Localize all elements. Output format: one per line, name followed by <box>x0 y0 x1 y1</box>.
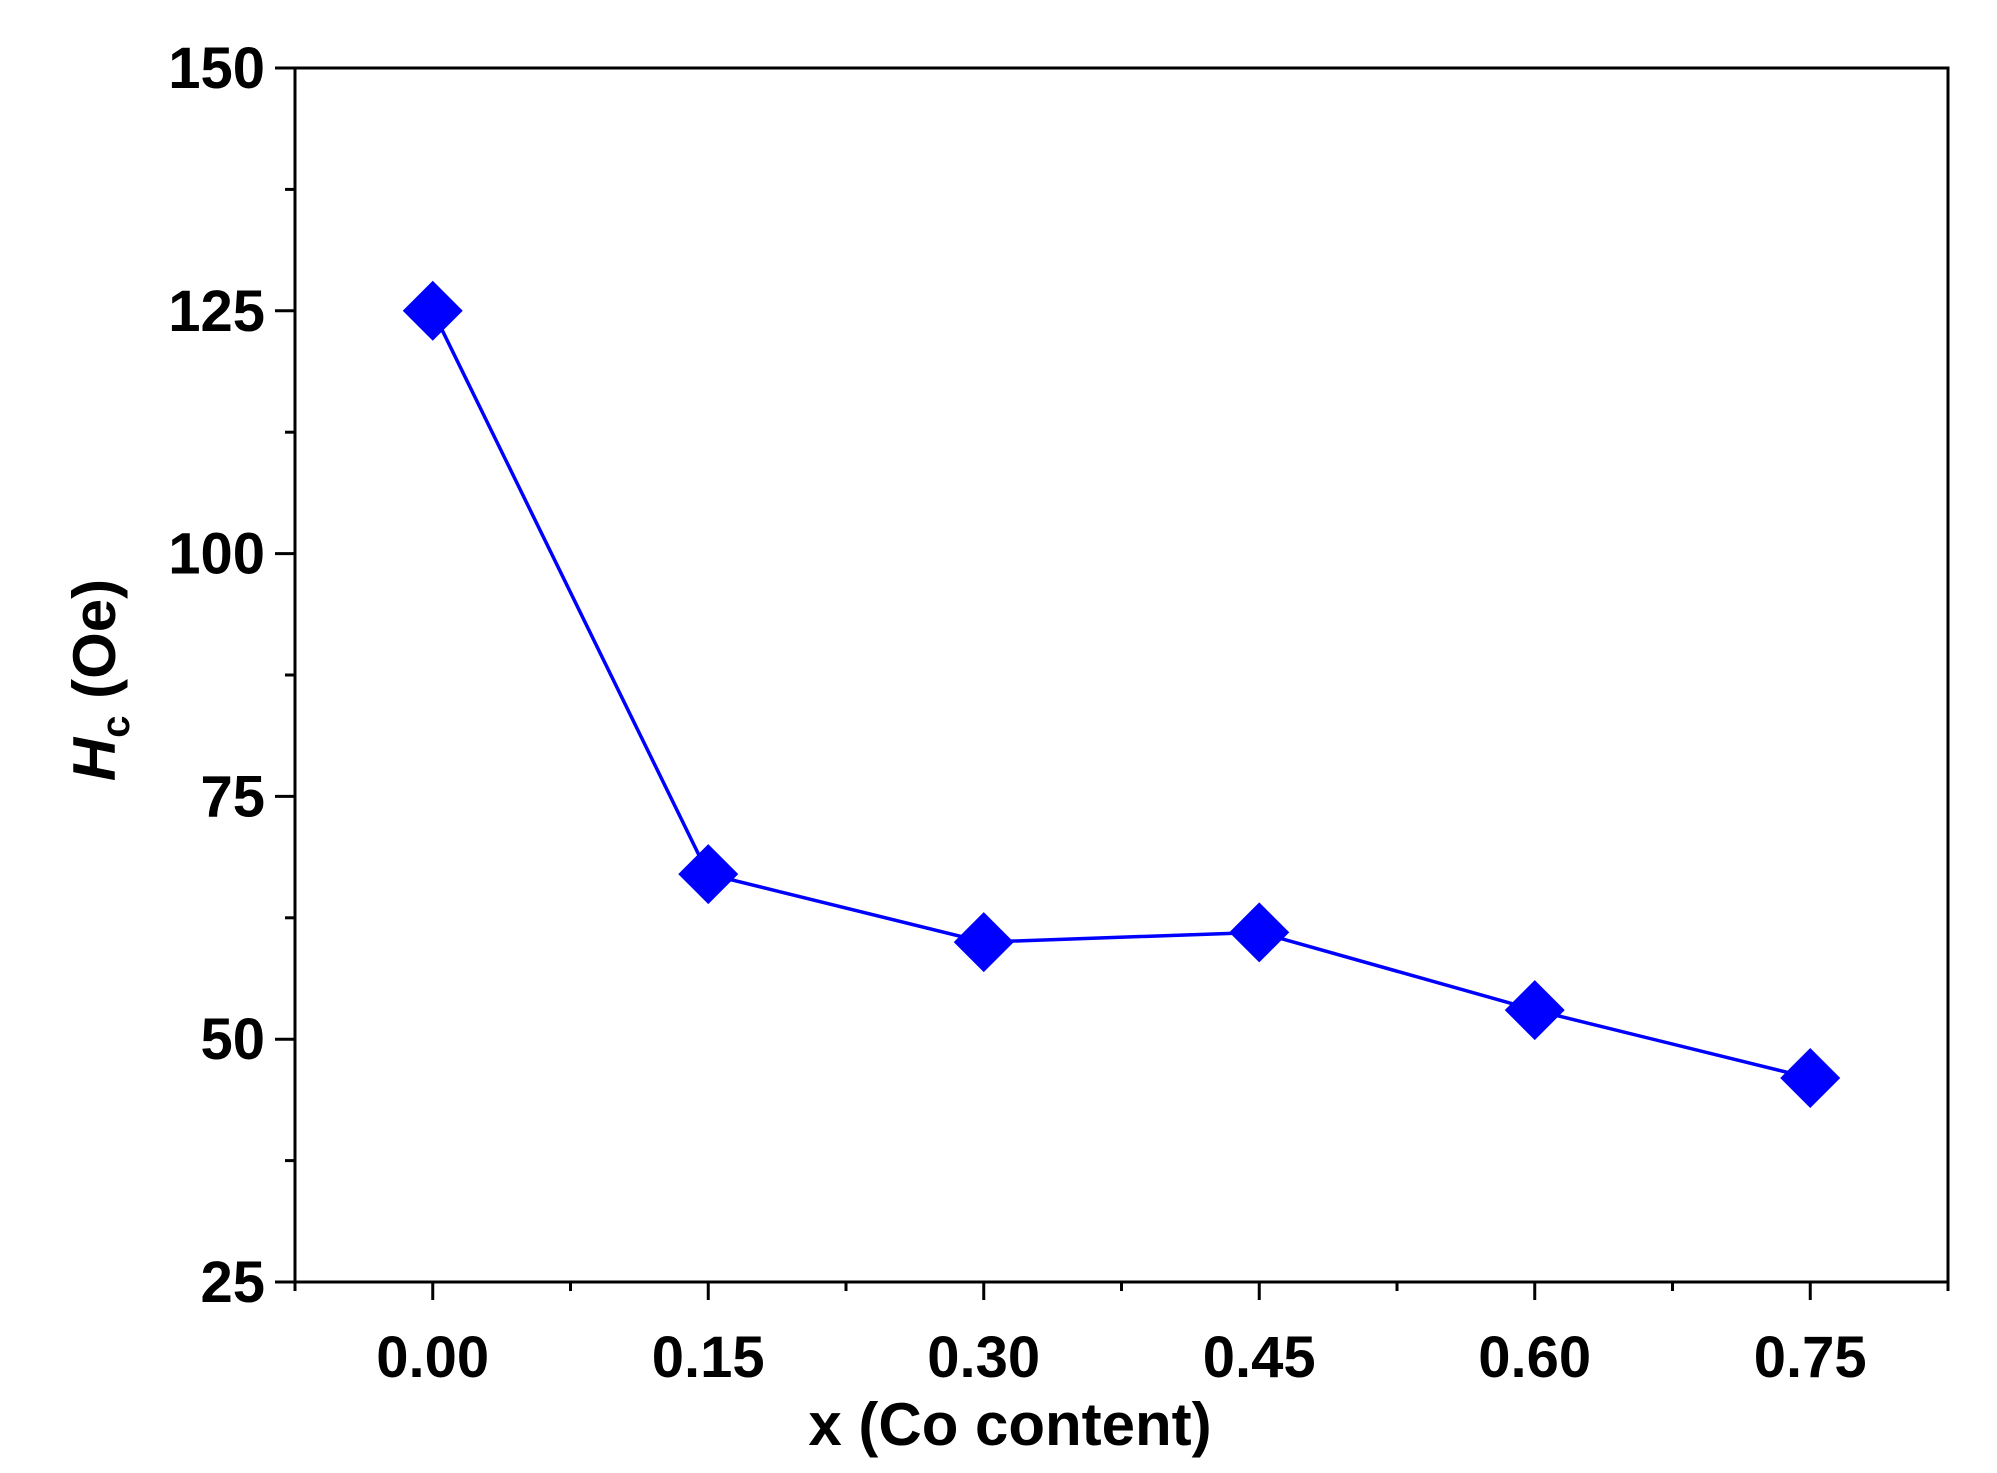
x-tick-label: 0.00 <box>376 1325 489 1390</box>
plot-frame <box>293 66 1950 1284</box>
data-point-marker <box>953 912 1014 973</box>
x-axis-tick-labels: 0.00 0.15 0.30 0.45 0.60 0.75 <box>376 1325 1866 1390</box>
x-tick-label: 0.60 <box>1478 1325 1591 1390</box>
y-axis-tick-labels: 25 50 75 100 125 150 <box>168 36 265 1315</box>
data-point-marker <box>1229 902 1290 963</box>
x-axis-title: x (Co content) <box>808 1391 1211 1458</box>
data-point-marker <box>402 280 463 341</box>
x-tick-label: 0.15 <box>652 1325 765 1390</box>
data-point-marker <box>1504 980 1565 1041</box>
x-tick-label: 0.75 <box>1754 1325 1867 1390</box>
series-line <box>431 310 1811 1080</box>
y-tick-label: 100 <box>168 522 265 587</box>
y-axis-title-main: H <box>61 736 128 781</box>
x-tick-label: 0.45 <box>1203 1325 1316 1390</box>
data-point-marker <box>1780 1048 1841 1109</box>
x-tick-label: 0.30 <box>927 1325 1040 1390</box>
series-markers <box>402 280 1841 1109</box>
y-axis-title-unit: (Oe) <box>61 579 128 716</box>
y-tick-label: 25 <box>200 1250 265 1315</box>
y-tick-label: 150 <box>168 36 265 101</box>
y-tick-label: 50 <box>200 1007 265 1072</box>
y-tick-label: 75 <box>200 764 265 829</box>
y-axis-title-subscript: c <box>94 716 138 738</box>
x-axis-ticks <box>293 1282 1950 1300</box>
y-axis-ticks <box>275 66 295 1284</box>
data-point-marker <box>678 844 739 905</box>
y-axis-title: Hc (Oe) <box>61 579 138 781</box>
y-tick-label: 125 <box>168 279 265 344</box>
